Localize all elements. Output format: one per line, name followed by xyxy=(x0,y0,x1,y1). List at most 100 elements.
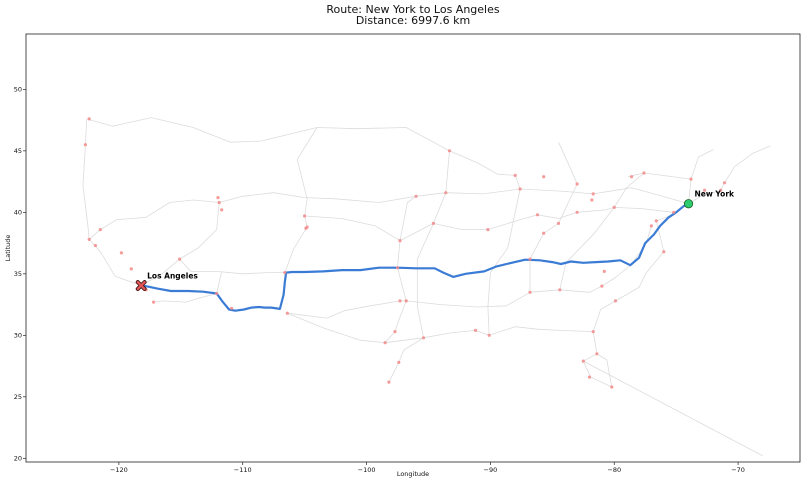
city-marker-5 xyxy=(119,251,123,255)
city-marker-22 xyxy=(404,299,408,303)
city-marker-10 xyxy=(217,200,221,205)
city-marker-47 xyxy=(591,330,595,334)
city-marker-55 xyxy=(590,198,594,202)
chart-title: Route: New York to Los Angeles xyxy=(326,3,500,16)
city-marker-1 xyxy=(83,143,87,147)
city-marker-30 xyxy=(447,149,452,153)
network-road-18 xyxy=(627,172,692,204)
city-marker-19 xyxy=(395,266,400,270)
city-marker-53 xyxy=(602,269,606,273)
end-marker xyxy=(135,280,147,291)
city-marker-36 xyxy=(535,213,540,217)
city-marker-45 xyxy=(558,288,562,292)
network-road-16 xyxy=(596,353,613,388)
city-marker-63 xyxy=(722,181,727,185)
network-road-10 xyxy=(416,150,450,338)
city-marker-4 xyxy=(93,243,97,248)
y-axis-ticks: 20 25 30 35 40 45 50 xyxy=(14,86,26,463)
network-road-0 xyxy=(82,118,142,286)
city-marker-26 xyxy=(421,336,426,340)
route-endpoints: New York Los Angeles xyxy=(135,190,735,291)
city-marker-13 xyxy=(215,291,219,296)
city-marker-49 xyxy=(595,352,599,356)
city-marker-32 xyxy=(487,333,491,337)
city-marker-37 xyxy=(528,257,532,261)
x-tick-label-4: −80 xyxy=(607,466,621,474)
network-road-3 xyxy=(141,202,220,286)
city-marker-38 xyxy=(528,290,532,294)
city-marker-61 xyxy=(662,250,666,254)
chart-subtitle: Distance: 6997.6 km xyxy=(356,14,470,27)
city-marker-39 xyxy=(542,231,546,235)
y-tick-label-5: 45 xyxy=(14,147,22,155)
city-marker-52 xyxy=(613,299,618,303)
city-marker-8 xyxy=(152,300,156,304)
network-road-1 xyxy=(88,187,689,240)
city-marker-33 xyxy=(473,328,478,332)
network-road-2 xyxy=(86,117,521,190)
city-marker-48 xyxy=(581,359,585,363)
network-road-19 xyxy=(216,271,223,294)
x-tick-label-5: −70 xyxy=(731,466,745,474)
city-marker-43 xyxy=(591,192,595,196)
x-axis-label: Longitude xyxy=(397,470,429,478)
plot-area-frame xyxy=(25,33,801,463)
city-marker-0 xyxy=(87,117,91,121)
city-marker-60 xyxy=(672,210,676,214)
x-axis-ticks: −120 −110 −100 −90 −80 −70 xyxy=(110,462,745,474)
network-road-17 xyxy=(690,149,714,180)
city-marker-40 xyxy=(556,221,561,225)
city-marker-54 xyxy=(587,375,592,379)
city-marker-23 xyxy=(398,299,402,303)
city-marker-15 xyxy=(283,271,287,275)
city-marker-29 xyxy=(444,191,448,195)
city-marker-31 xyxy=(486,228,490,232)
network-road-7 xyxy=(287,225,652,319)
network-road-20 xyxy=(153,293,217,303)
city-marker-12 xyxy=(216,196,220,200)
city-marker-2 xyxy=(87,237,91,241)
y-tick-label-0: 20 xyxy=(14,455,22,463)
y-axis-label: Latitude xyxy=(4,235,12,262)
city-marker-46 xyxy=(542,175,546,179)
city-marker-17 xyxy=(303,214,307,218)
start-marker xyxy=(683,199,694,209)
point-label-1: Los Angeles xyxy=(147,272,198,281)
city-marker-62 xyxy=(689,177,693,181)
y-tick-label-3: 35 xyxy=(14,270,22,278)
network-road-22 xyxy=(388,337,424,383)
city-marker-66 xyxy=(304,226,308,230)
city-marker-34 xyxy=(513,173,517,177)
city-marker-27 xyxy=(397,360,401,364)
city-marker-9 xyxy=(178,257,182,261)
city-marker-41 xyxy=(575,210,579,214)
network-road-9 xyxy=(384,195,417,343)
city-marker-64 xyxy=(703,188,707,192)
x-tick-label-0: −120 xyxy=(110,466,128,474)
network-road-21 xyxy=(583,360,763,457)
city-marker-35 xyxy=(518,187,522,191)
x-tick-label-2: −100 xyxy=(358,466,376,474)
city-marker-67 xyxy=(387,380,391,384)
network-road-8 xyxy=(287,312,594,344)
x-tick-label-1: −110 xyxy=(234,466,252,474)
y-tick-label-1: 25 xyxy=(14,393,22,401)
city-marker-65 xyxy=(719,188,723,192)
end-marker-cross xyxy=(136,280,146,291)
city-marker-58 xyxy=(654,219,658,223)
city-marker-57 xyxy=(642,171,646,175)
network-road-4 xyxy=(179,258,285,275)
y-tick-label-6: 50 xyxy=(14,86,22,94)
city-marker-21 xyxy=(414,194,418,198)
y-tick-label-4: 40 xyxy=(14,209,22,217)
city-marker-20 xyxy=(398,239,402,243)
city-marker-44 xyxy=(612,205,616,209)
city-marker-3 xyxy=(98,228,102,232)
city-marker-50 xyxy=(610,385,614,389)
x-tick-label-3: −90 xyxy=(484,466,498,474)
city-marker-28 xyxy=(431,221,435,225)
city-marker-42 xyxy=(575,182,579,186)
y-tick-label-2: 30 xyxy=(14,332,22,340)
network-road-11 xyxy=(487,188,521,336)
